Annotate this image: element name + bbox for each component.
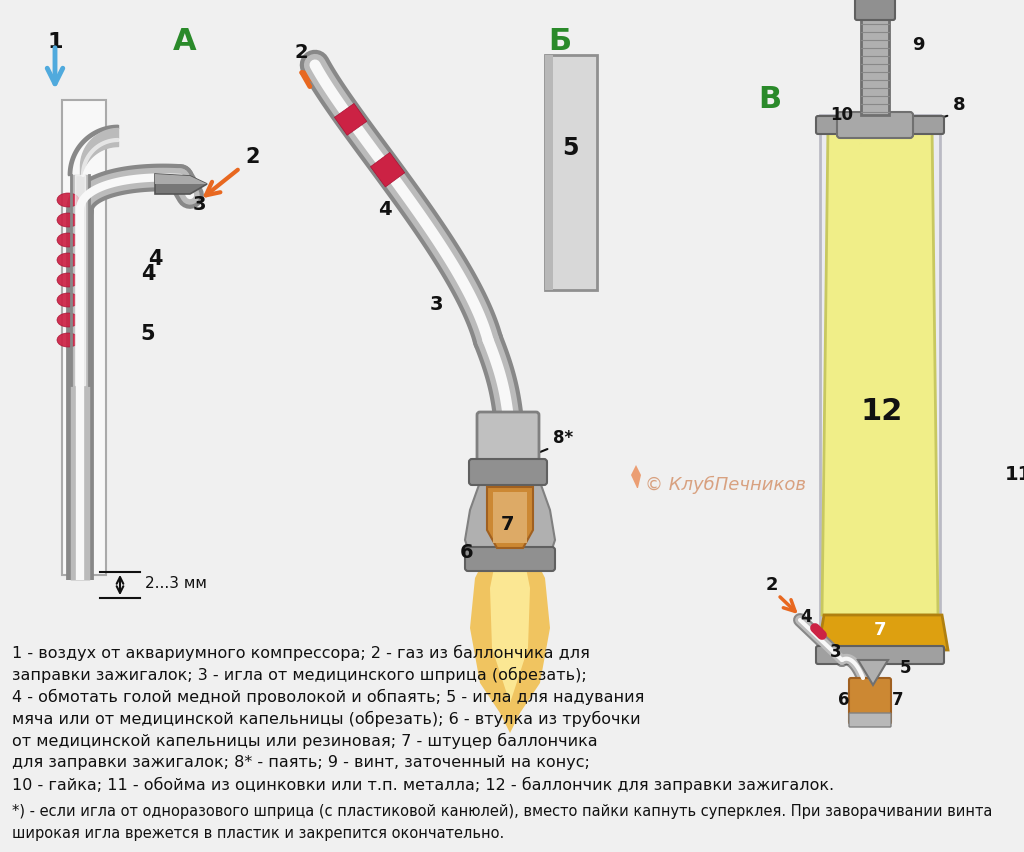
- Ellipse shape: [57, 233, 79, 247]
- Text: от медицинской капельницы или резиновая; 7 - штуцер баллончика: от медицинской капельницы или резиновая;…: [12, 733, 598, 749]
- Polygon shape: [490, 548, 530, 703]
- Text: © КлубПечников: © КлубПечников: [645, 475, 806, 494]
- Text: А: А: [173, 27, 197, 56]
- Text: В: В: [759, 85, 781, 114]
- FancyBboxPatch shape: [816, 646, 944, 664]
- Text: 9: 9: [912, 36, 925, 54]
- Text: 8*: 8*: [553, 429, 573, 447]
- Polygon shape: [155, 174, 207, 184]
- FancyBboxPatch shape: [465, 547, 555, 571]
- Text: 6: 6: [460, 543, 474, 562]
- Text: 7: 7: [502, 515, 515, 534]
- Text: 3: 3: [430, 295, 443, 314]
- Polygon shape: [487, 487, 534, 548]
- Text: 2: 2: [766, 576, 778, 594]
- FancyBboxPatch shape: [816, 116, 944, 134]
- Ellipse shape: [57, 193, 79, 207]
- Polygon shape: [465, 482, 555, 555]
- Polygon shape: [371, 153, 404, 187]
- Polygon shape: [631, 465, 641, 488]
- Text: 4: 4: [378, 200, 391, 219]
- Text: 1: 1: [47, 32, 62, 52]
- Text: 12: 12: [861, 397, 903, 426]
- Text: 10: 10: [830, 106, 853, 124]
- Text: 4: 4: [148, 249, 163, 269]
- Text: 8: 8: [953, 96, 966, 114]
- Text: *) - если игла от одноразового шприца (с пластиковой канюлей), вместо пайки капн: *) - если игла от одноразового шприца (с…: [12, 804, 992, 819]
- FancyBboxPatch shape: [545, 55, 553, 290]
- Polygon shape: [822, 125, 938, 615]
- Text: 5: 5: [562, 136, 579, 160]
- Text: для заправки зажигалок; 8* - паять; 9 - винт, заточенный на конус;: для заправки зажигалок; 8* - паять; 9 - …: [12, 755, 590, 770]
- Text: 2: 2: [245, 147, 259, 167]
- Text: 2...3 мм: 2...3 мм: [145, 575, 207, 590]
- FancyBboxPatch shape: [62, 100, 106, 575]
- Text: 5: 5: [140, 324, 156, 344]
- Text: 7: 7: [892, 691, 903, 709]
- FancyBboxPatch shape: [477, 412, 539, 473]
- Text: 11: 11: [1005, 465, 1024, 484]
- Text: 6: 6: [838, 691, 850, 709]
- Text: 5: 5: [900, 659, 911, 677]
- FancyBboxPatch shape: [469, 459, 547, 485]
- Polygon shape: [858, 660, 888, 685]
- FancyBboxPatch shape: [820, 115, 940, 625]
- FancyBboxPatch shape: [849, 678, 891, 724]
- Text: 4: 4: [800, 608, 812, 626]
- Text: заправки зажигалок; 3 - игла от медицинского шприца (обрезать);: заправки зажигалок; 3 - игла от медицинс…: [12, 667, 587, 683]
- Text: 4: 4: [140, 264, 156, 284]
- Ellipse shape: [57, 273, 79, 287]
- Text: 10 - гайка; 11 - обойма из оцинковки или т.п. металла; 12 - баллончик для заправ: 10 - гайка; 11 - обойма из оцинковки или…: [12, 777, 835, 793]
- Ellipse shape: [57, 293, 79, 307]
- FancyBboxPatch shape: [855, 0, 895, 20]
- Text: 3: 3: [830, 643, 842, 661]
- Text: широкая игла врежется в пластик и закрепится окончательно.: широкая игла врежется в пластик и закреп…: [12, 826, 504, 841]
- Polygon shape: [493, 492, 527, 543]
- Ellipse shape: [57, 313, 79, 327]
- FancyBboxPatch shape: [545, 55, 597, 290]
- Polygon shape: [335, 103, 367, 135]
- Ellipse shape: [57, 253, 79, 267]
- Polygon shape: [155, 174, 207, 194]
- Ellipse shape: [57, 333, 79, 347]
- Text: 4 - обмотать голой медной проволокой и обпаять; 5 - игла для надувания: 4 - обмотать голой медной проволокой и о…: [12, 689, 644, 705]
- Text: 2: 2: [295, 43, 308, 62]
- Ellipse shape: [57, 213, 79, 227]
- FancyBboxPatch shape: [837, 112, 913, 138]
- Polygon shape: [470, 548, 550, 733]
- Text: 7: 7: [873, 621, 886, 639]
- Text: 3: 3: [193, 195, 207, 214]
- FancyBboxPatch shape: [849, 713, 891, 727]
- Text: Б: Б: [549, 27, 571, 56]
- Text: мяча или от медицинской капельницы (обрезать); 6 - втулка из трубочки: мяча или от медицинской капельницы (обре…: [12, 711, 641, 727]
- Text: 1 - воздух от аквариумного компрессора; 2 - газ из баллончика для: 1 - воздух от аквариумного компрессора; …: [12, 645, 590, 661]
- FancyBboxPatch shape: [861, 0, 889, 115]
- Polygon shape: [818, 615, 948, 650]
